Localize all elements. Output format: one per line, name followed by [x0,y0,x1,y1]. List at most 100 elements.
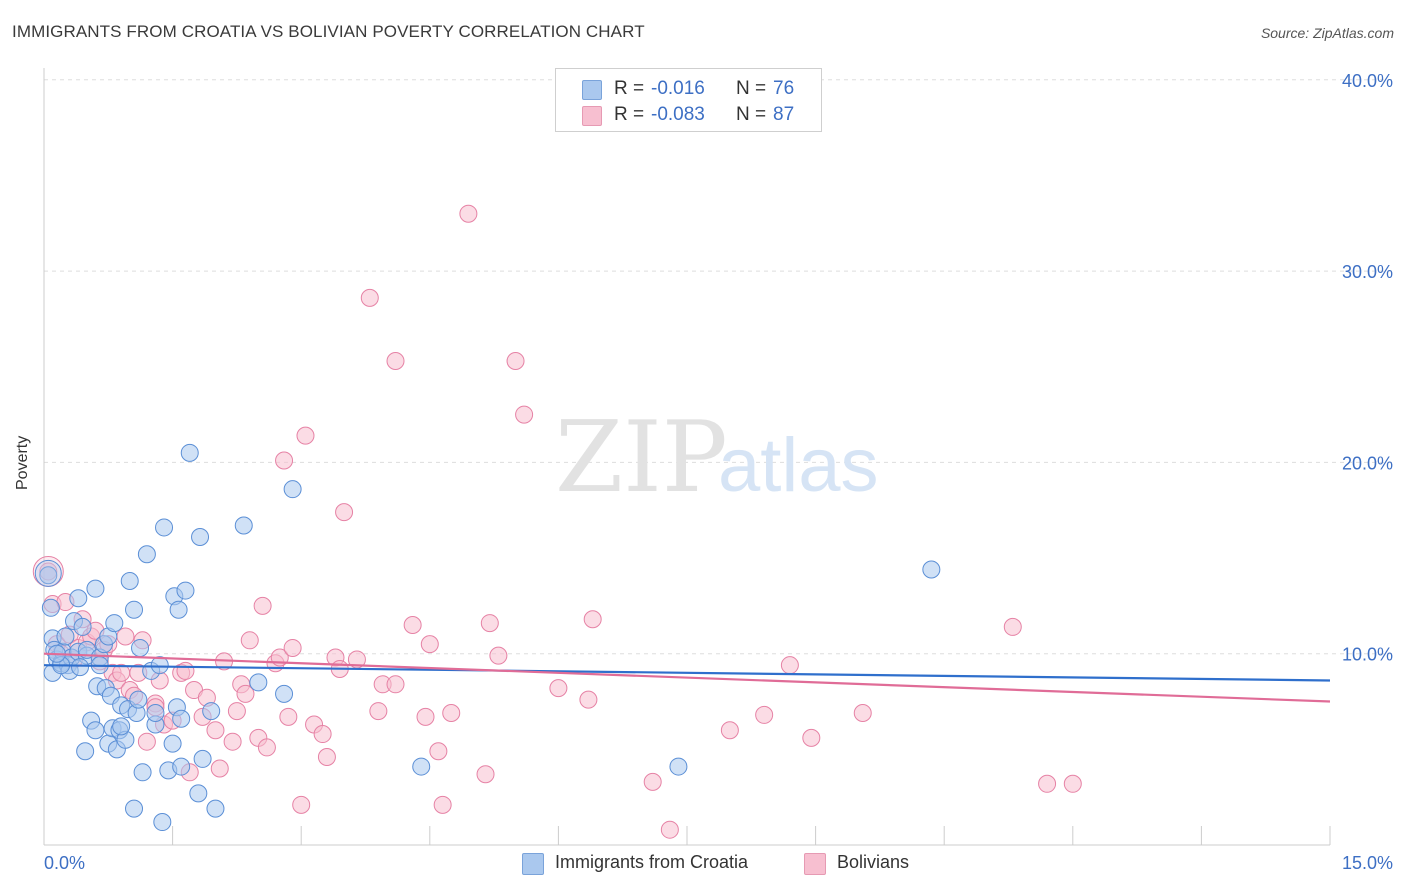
data-point [137,545,156,564]
data-point [206,721,225,740]
data-point [105,614,124,633]
data-point [71,658,90,677]
data-point [412,757,431,776]
legend-swatch-bolivians [582,106,602,126]
data-point [86,721,105,740]
data-point [853,704,872,723]
data-point [210,759,229,778]
data-point [223,732,242,751]
data-point [922,560,941,579]
data-point [133,763,152,782]
data-point [69,589,88,608]
data-point [112,717,131,736]
legend-row-croatia: R = -0.016 N = 76 [556,76,821,102]
data-point [420,635,439,654]
data-point [515,405,534,424]
data-point [283,480,302,499]
data-point [335,503,354,522]
data-point [643,772,662,791]
data-point [275,684,294,703]
data-point [459,204,478,223]
legend-r-value: -0.016 [651,78,705,99]
data-point [39,566,58,585]
data-point [172,709,191,728]
data-point [317,748,336,767]
data-point [386,352,405,371]
x-axis: 0.0% 15.0% [43,826,1393,873]
data-point [416,707,435,726]
legend-r-label: R = [614,104,645,125]
data-point [240,631,259,650]
data-point [313,725,332,744]
legend-n-label: N = [736,104,767,125]
y-axis-label: Poverty [14,435,31,490]
data-point [163,734,182,753]
data-point [549,679,568,698]
data-point [234,516,253,535]
data-point [169,600,188,619]
watermark-atlas: atlas [718,423,879,508]
data-point [442,704,461,723]
data-point [202,702,221,721]
legend-n-value: 76 [773,78,795,99]
data-point [283,638,302,657]
data-point [41,598,60,617]
data-point [120,572,139,591]
data-point [236,684,255,703]
data-point [433,795,452,814]
data-point [279,707,298,726]
watermark: ZIP atlas [555,401,879,515]
data-point [583,610,602,629]
data-point [153,813,172,832]
series-croatia [34,443,941,832]
data-point [360,288,379,307]
data-point [1003,617,1022,636]
y-tick-label: 20.0% [1342,453,1393,473]
series-bolivians [32,204,1082,839]
legend-swatch-croatia [522,853,544,875]
data-point [253,596,272,615]
data-point [131,638,150,657]
data-point [146,704,165,723]
legend-swatch-bolivians [804,853,826,875]
data-point [56,627,75,646]
data-point [720,721,739,740]
data-point [292,795,311,814]
data-point [34,559,62,587]
gridlines [44,79,1395,655]
data-point [137,732,156,751]
data-point [125,799,144,818]
data-point [386,675,405,694]
data-point [403,616,422,635]
data-point [476,765,495,784]
data-point [73,617,92,636]
data-point [296,426,315,445]
data-point [180,443,199,462]
data-point [369,702,388,721]
data-point [429,742,448,761]
legend-swatch-croatia [582,80,602,100]
data-point [129,690,148,709]
x-tick-label: 0.0% [44,853,85,873]
data-point [227,702,246,721]
data-point [86,579,105,598]
data-point [506,352,525,371]
data-point [480,614,499,633]
data-point [1038,774,1057,793]
data-point [176,661,195,680]
legend-r-value: -0.083 [651,104,705,125]
data-point [206,799,225,818]
data-point [191,528,210,547]
data-point [579,690,598,709]
y-tick-label: 30.0% [1342,262,1393,282]
legend-n-value: 87 [773,104,795,125]
data-point [660,820,679,839]
stats-legend: R = -0.016 N = 76 R = -0.083 N = 87 [555,68,822,132]
trend-line [43,664,1331,682]
y-tick-label: 40.0% [1342,71,1393,91]
y-tick-label: 10.0% [1342,645,1393,665]
data-point [780,656,799,675]
data-point [275,451,294,470]
legend-label-croatia: Immigrants from Croatia [555,852,749,872]
